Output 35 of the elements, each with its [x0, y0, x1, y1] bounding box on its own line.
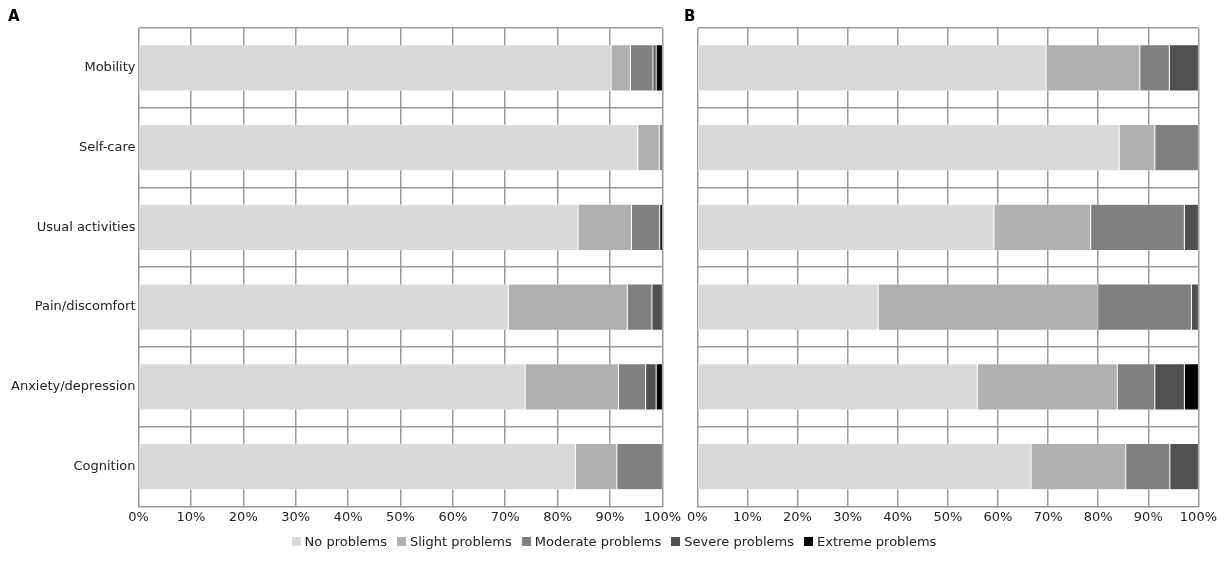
y-tick-label: Usual activities [36, 218, 136, 234]
legend-label: Slight problems [409, 534, 512, 549]
x-tick-label: 40% [333, 508, 363, 524]
x-tick-label: 80% [543, 508, 573, 524]
y-tick-label: Pain/discomfort [34, 298, 136, 314]
x-tick-label: 0% [128, 508, 149, 524]
x-tick-label: 10% [732, 508, 762, 524]
x-tick-label: 90% [595, 508, 625, 524]
x-tick-label: 10% [176, 508, 206, 524]
x-tick-label: 30% [833, 508, 863, 524]
y-tick-label: Mobility [84, 59, 136, 75]
legend-label: Extreme problems [816, 534, 937, 549]
x-tick-label: 60% [438, 508, 468, 524]
x-tick-label: 60% [983, 508, 1013, 524]
y-tick-label: Self-care [78, 138, 136, 154]
x-tick-label: 50% [933, 508, 963, 524]
legend-label: Moderate problems [534, 534, 662, 549]
x-tick-label: 80% [1083, 508, 1113, 524]
y-tick-label: Cognition [73, 457, 136, 473]
legend-label: No problems [304, 534, 387, 549]
x-tick-label: 30% [281, 508, 311, 524]
x-tick-label: 40% [883, 508, 913, 524]
x-tick-label: 90% [1133, 508, 1163, 524]
y-tick-label: Anxiety/depression [11, 378, 136, 394]
text: A [8, 6, 20, 25]
chart-title: B [684, 6, 696, 25]
x-tick-label: 100% [643, 508, 681, 524]
x-tick-label: 70% [1033, 508, 1063, 524]
x-tick-label: 50% [386, 508, 415, 524]
x-tick-label: 20% [228, 508, 258, 524]
x-tick-label: 70% [490, 508, 520, 524]
x-tick-label: 100% [1179, 508, 1217, 524]
legend-label: Severe problems [684, 534, 794, 549]
x-tick-label: 0% [687, 508, 708, 524]
x-tick-label: 20% [783, 508, 812, 524]
